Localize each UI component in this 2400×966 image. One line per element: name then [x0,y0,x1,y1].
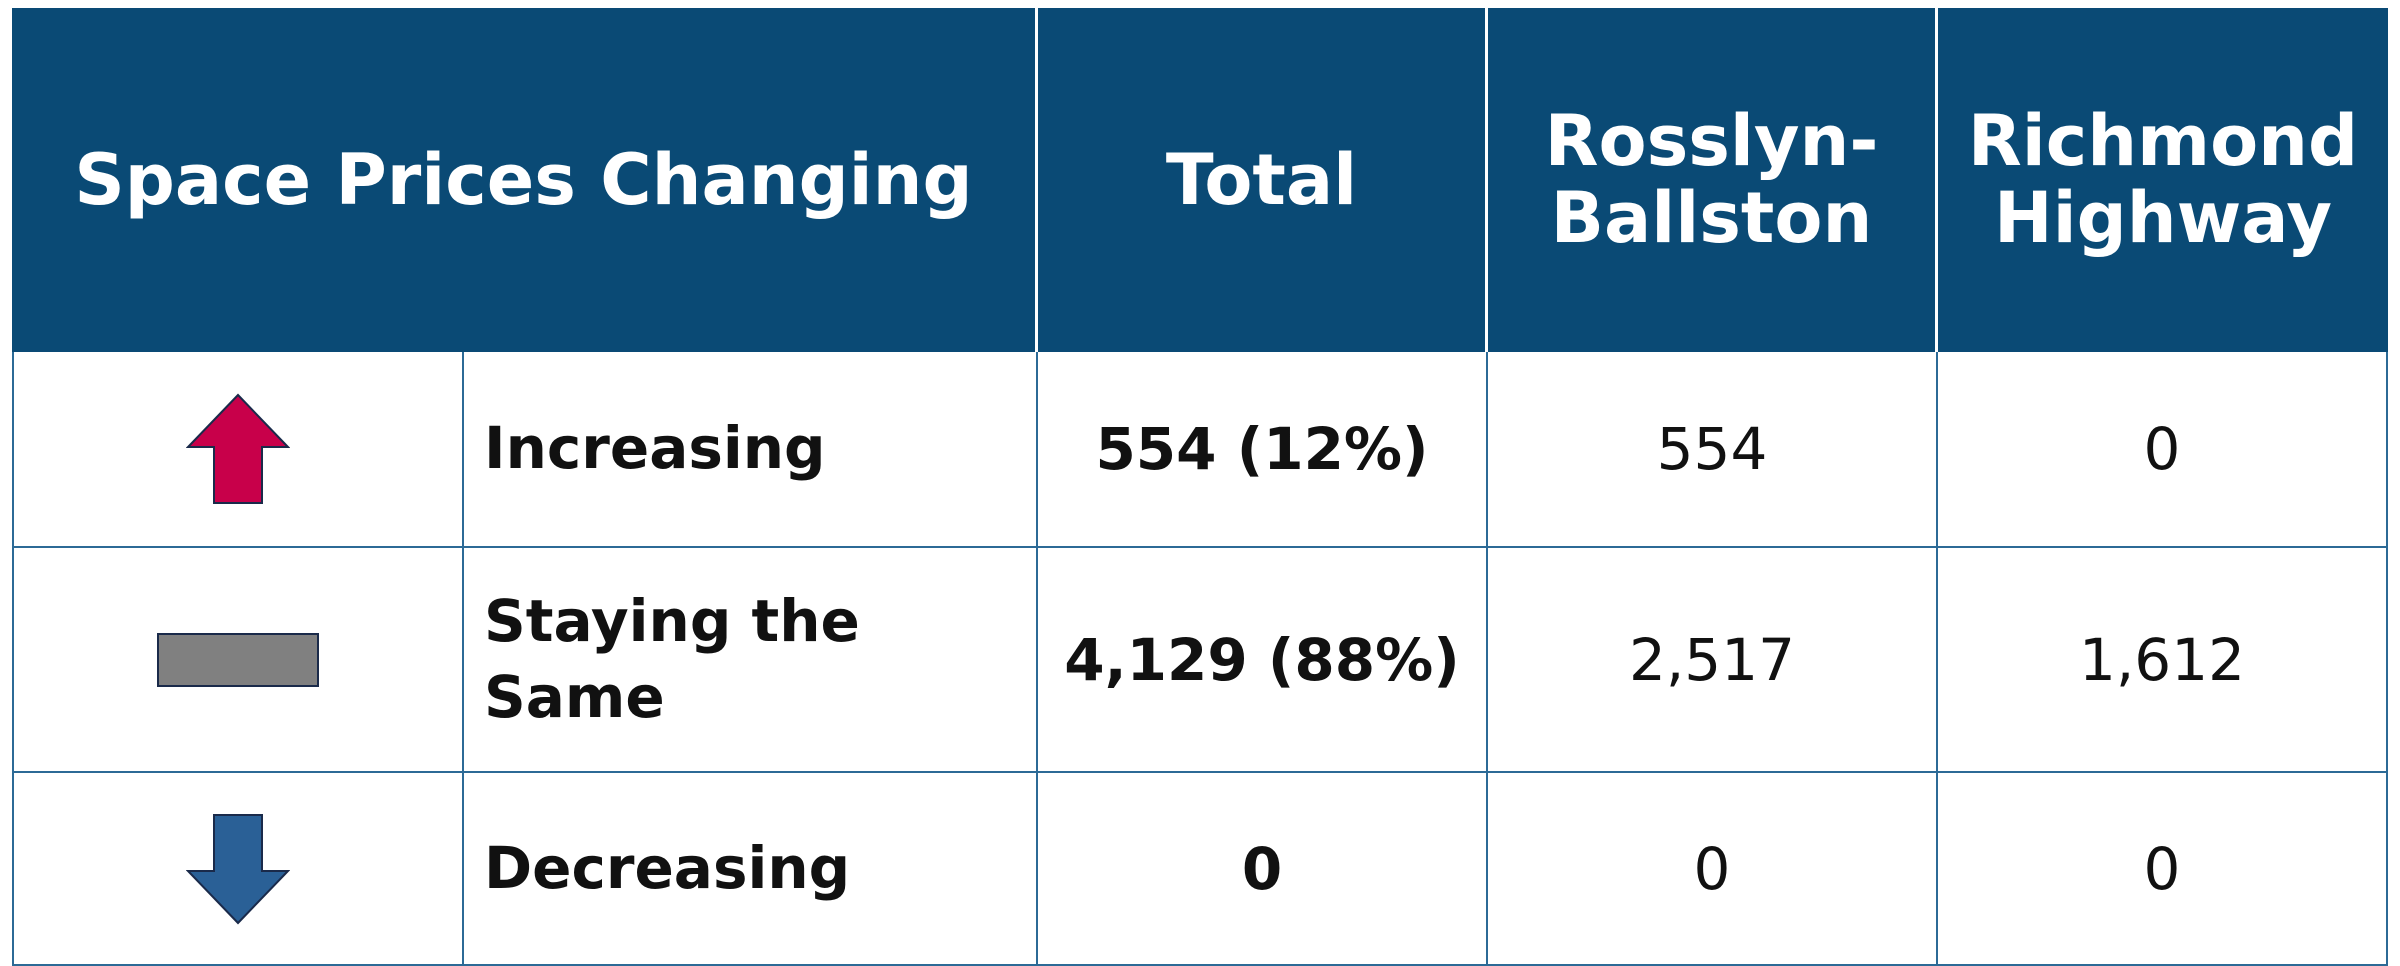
data-cell: 0 [1938,773,2388,966]
data-cell: 554 [1488,352,1938,548]
data-cell: 2,517 [1488,548,1938,773]
header-cell: Total [1038,8,1488,352]
row-label: Decreasing [464,773,1038,966]
header-cell: Rosslyn-Ballston [1488,8,1938,352]
header-cell: Space Prices Changing [12,8,1038,352]
data-cell: 554 (12%) [1038,352,1488,548]
header-cell: Richmond Highway [1938,8,2388,352]
icon [186,393,290,504]
icon-cell [12,548,464,773]
icon-cell [12,352,464,548]
data-cell: 0 [1938,352,2388,548]
data-cell: 4,129 (88%) [1038,548,1488,773]
row-label: Staying the Same [464,548,1038,773]
icon-cell [12,773,464,966]
icon [157,632,319,687]
data-cell: 0 [1488,773,1938,966]
icon [186,813,290,924]
data-cell: 0 [1038,773,1488,966]
row-label: Increasing [464,352,1038,548]
data-cell: 1,612 [1938,548,2388,773]
